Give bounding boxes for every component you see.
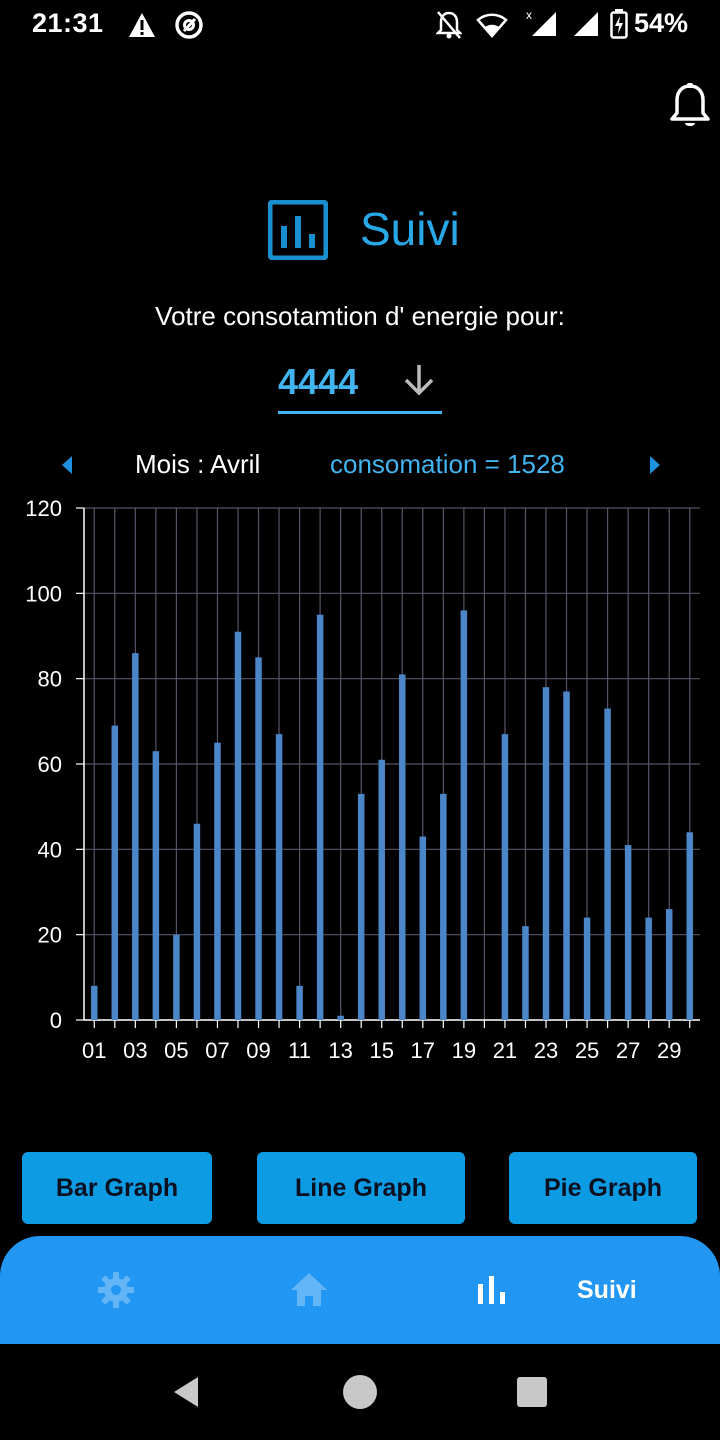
line-graph-button[interactable]: Line Graph [257,1152,465,1224]
bar [91,985,98,1020]
x-tick-label: 01 [82,1038,106,1063]
x-tick-label: 27 [616,1038,640,1063]
nav-label-suivi[interactable]: Suivi [577,1276,637,1304]
signal-icon: x [526,8,556,36]
y-tick-label: 20 [38,923,62,948]
system-navigation-bar [0,1344,720,1440]
bar [665,909,673,1020]
x-tick-label: 21 [493,1038,517,1063]
pie-graph-button[interactable]: Pie Graph [509,1152,697,1224]
bar [563,691,570,1020]
at-sign-icon [175,11,203,39]
page-title: Suivi [360,203,460,255]
x-tick-label: 11 [288,1038,311,1063]
bar [501,734,509,1020]
x-tick-label: 17 [411,1038,435,1063]
page-subtitle: Votre consotamtion d' energie pour: [155,301,565,331]
bar [460,610,468,1020]
bar [399,674,406,1020]
y-tick-label: 40 [38,837,62,862]
bar [214,742,221,1020]
settings-icon[interactable] [96,1270,136,1310]
notifications-off-icon [436,11,462,39]
x-tick-label: 23 [534,1038,558,1063]
bar [337,1015,344,1020]
bar [604,708,611,1020]
previous-month-arrow-icon[interactable] [58,453,78,477]
arrow-down-icon [404,365,434,396]
bar [624,845,632,1020]
signal-icon [574,12,598,36]
x-tick-label: 09 [246,1038,270,1063]
battery-percentage: 54% [633,8,688,38]
bar [296,985,303,1020]
bar [152,751,160,1020]
bar [316,614,324,1020]
y-tick-label: 80 [38,667,62,692]
x-tick-label: 05 [164,1038,188,1063]
bar [234,631,242,1020]
svg-text:x: x [526,8,532,22]
bar [193,823,201,1020]
bar [173,934,180,1020]
bar [583,917,591,1020]
bar [275,734,283,1020]
y-tick-label: 0 [50,1008,62,1033]
bar [132,653,139,1020]
x-tick-label: 03 [123,1038,147,1063]
status-bar: 21:31 x 54% [0,0,720,52]
warning-icon [129,13,155,37]
bar-chart-icon[interactable] [472,1270,512,1310]
recents-icon[interactable] [516,1376,548,1408]
next-month-arrow-icon[interactable] [644,453,664,477]
x-tick-label: 07 [205,1038,229,1063]
x-tick-label: 15 [369,1038,393,1063]
consumption-label: consomation = 1528 [330,449,565,479]
bar-chart-icon [268,200,328,260]
status-time: 21:31 [32,8,104,38]
x-tick-label: 25 [575,1038,599,1063]
back-icon[interactable] [170,1374,202,1410]
bar [542,687,550,1020]
bar [255,657,262,1020]
bar [645,917,652,1020]
wifi-icon [476,13,508,38]
y-tick-label: 100 [25,581,62,606]
bar [522,926,529,1020]
x-tick-label: 29 [657,1038,681,1063]
y-tick-label: 120 [25,496,62,521]
bar-chart: 0 20 40 60 80 100 120 01 03 05 07 09 11 13 15 17 19 21 23 2… [25,496,700,1063]
y-tick-label: 60 [38,752,62,777]
bar [111,725,119,1020]
home-icon[interactable] [289,1270,329,1310]
bar [440,793,447,1020]
meter-dropdown-value: 4444 [278,361,359,402]
x-tick-label: 13 [328,1038,352,1063]
month-label: Mois : Avril [135,449,261,479]
bell-icon[interactable] [666,80,714,132]
bar [686,832,693,1020]
bar [378,759,385,1020]
x-tick-label: 19 [452,1038,476,1063]
bar [357,793,365,1020]
bottom-navigation: Suivi [0,1236,720,1344]
meter-dropdown[interactable]: 4444 [278,355,442,414]
bar [419,836,427,1020]
home-circle-icon[interactable] [341,1373,379,1411]
battery-charging-icon [610,9,628,39]
bar-graph-button[interactable]: Bar Graph [22,1152,212,1224]
